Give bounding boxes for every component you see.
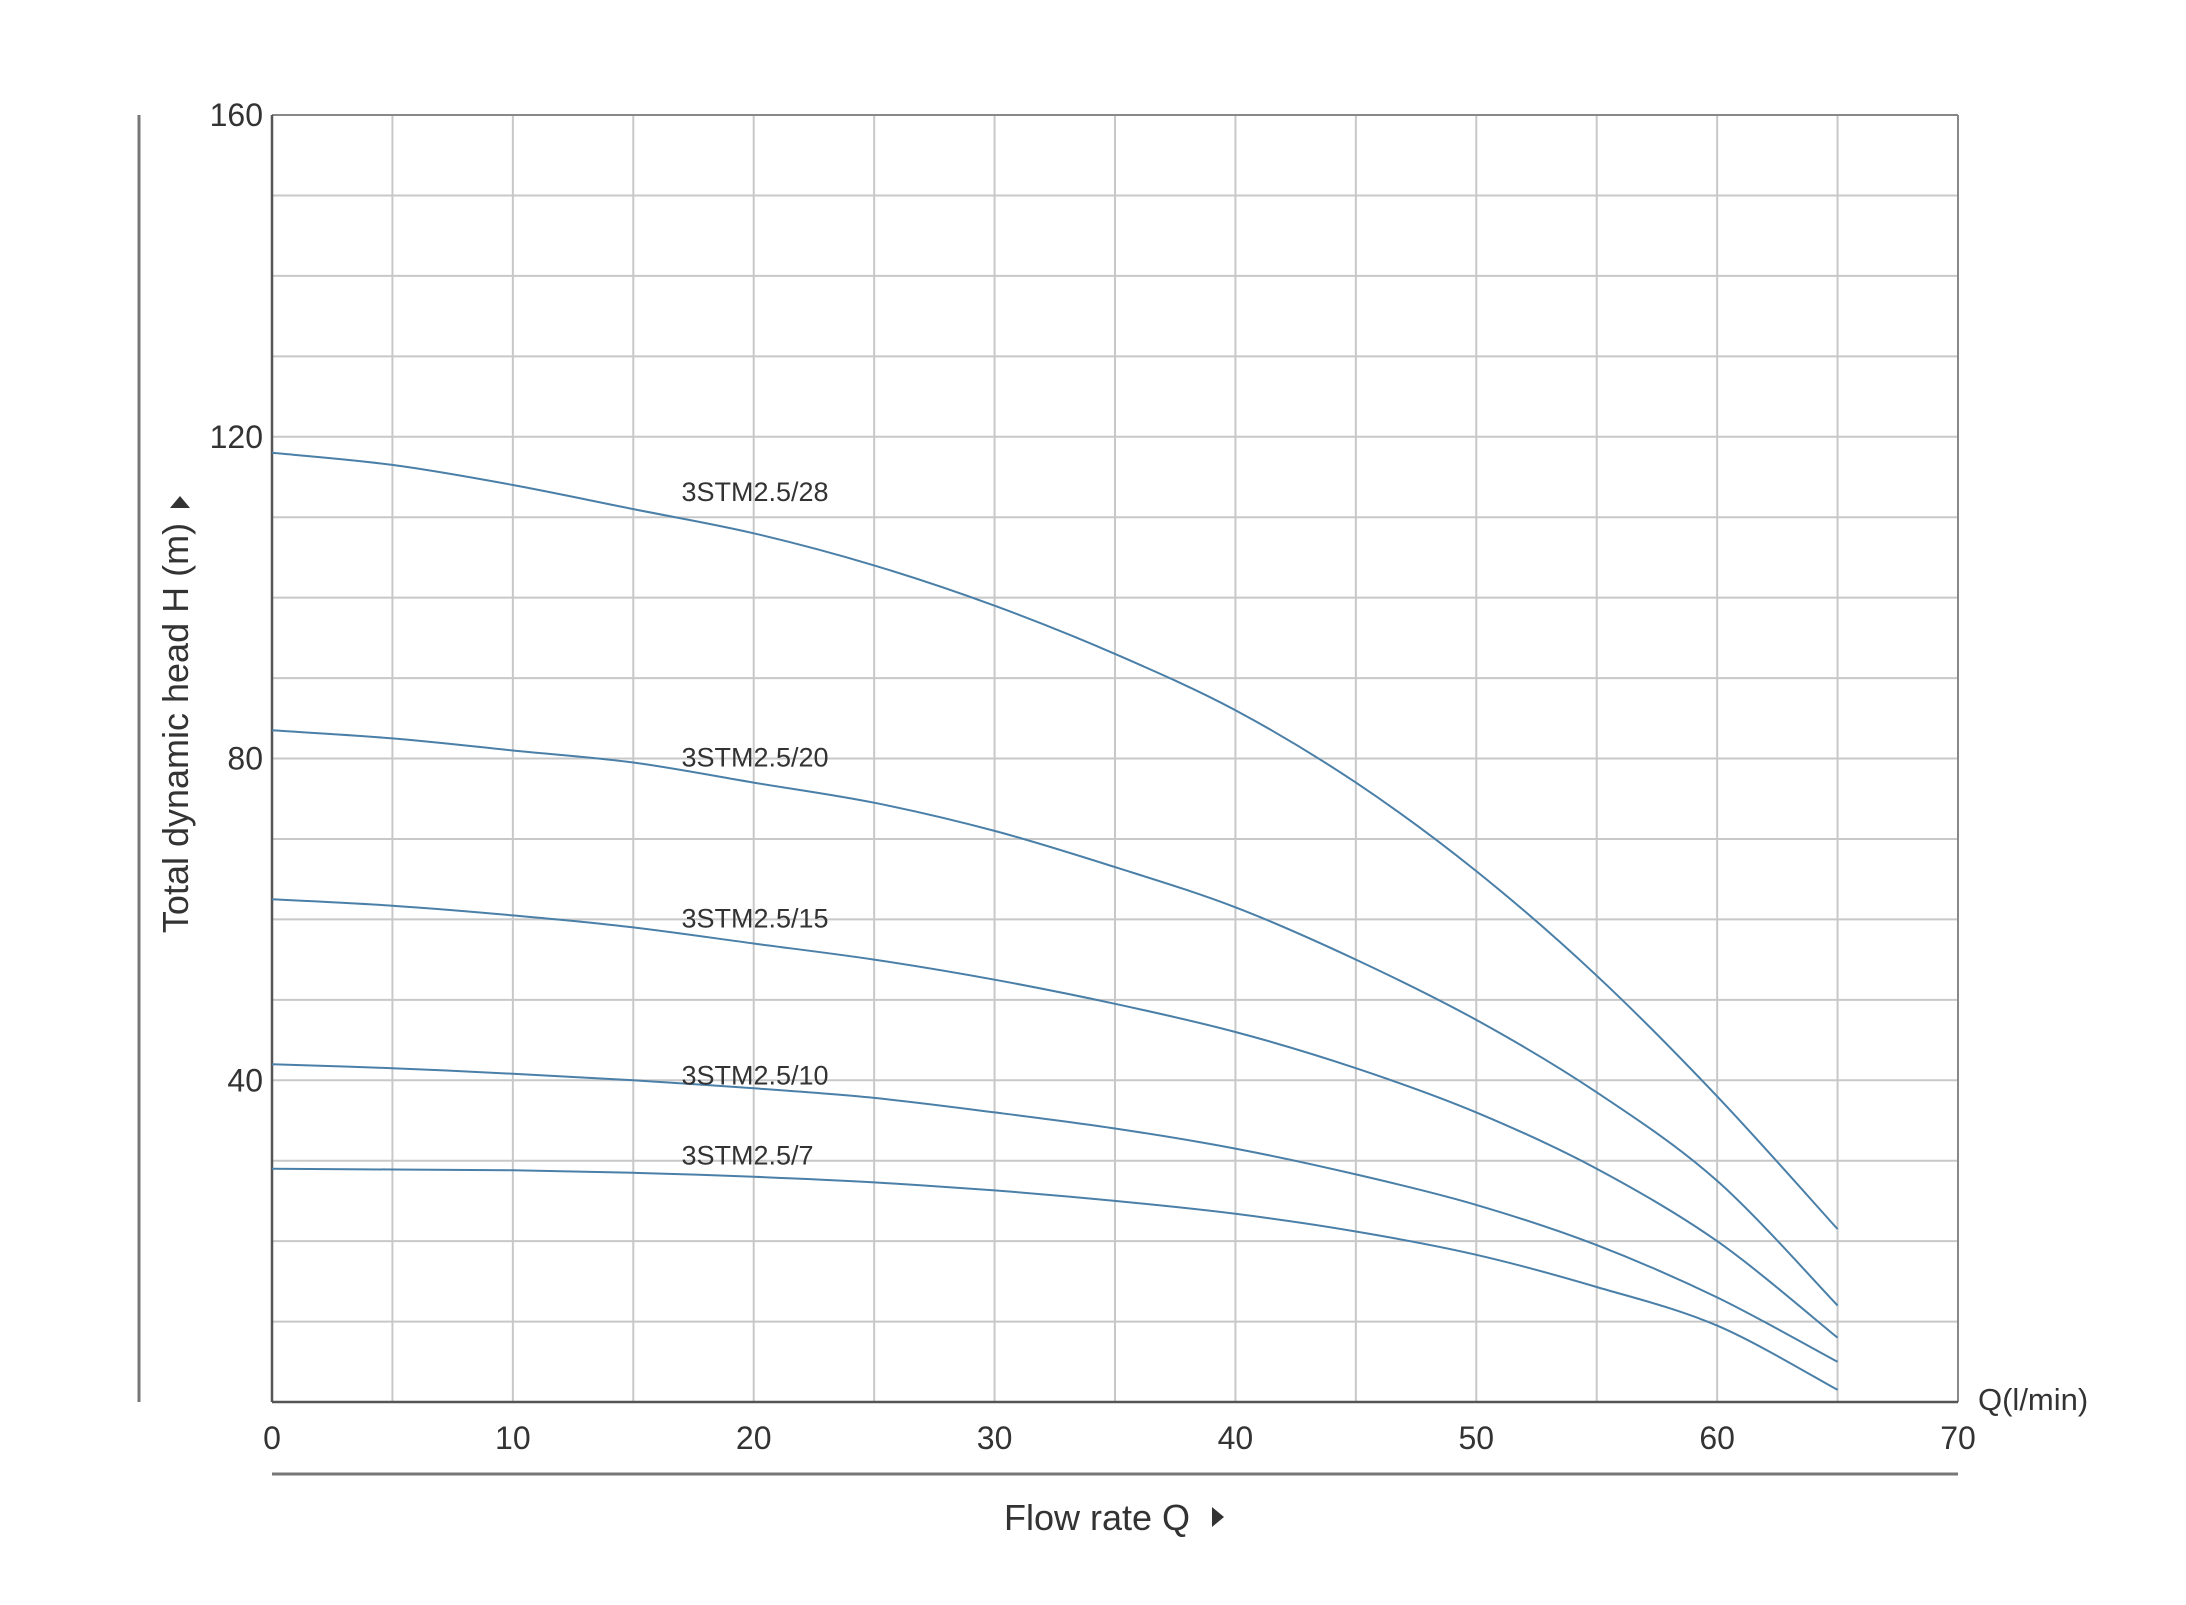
x-tick-label: 0 <box>263 1420 281 1456</box>
series-line <box>271 729 1839 1307</box>
y-tick-label: 80 <box>227 741 263 777</box>
y-axis-arrow-icon <box>170 496 190 508</box>
series-line <box>271 451 1839 1230</box>
x-tick-label: 70 <box>1940 1420 1976 1456</box>
series-label: 3STM2.5/15 <box>681 903 828 933</box>
x-axis-title: Flow rate Q <box>1004 1497 1190 1538</box>
series-line <box>271 898 1839 1339</box>
x-axis-arrow-icon <box>1212 1507 1224 1527</box>
series-label: 3STM2.5/10 <box>681 1060 828 1090</box>
y-tick-label: 160 <box>210 97 263 133</box>
x-tick-label: 20 <box>736 1420 772 1456</box>
tick-labels: 0 10 20 30 40 50 60 70 40 80 120 160 <box>210 97 1976 1456</box>
series-line <box>271 1167 1839 1391</box>
x-tick-label: 10 <box>495 1420 531 1456</box>
x-tick-label: 50 <box>1458 1420 1494 1456</box>
series-line <box>271 1063 1839 1363</box>
x-unit-label: Q(l/min) <box>1978 1382 2088 1417</box>
x-tick-label: 60 <box>1699 1420 1735 1456</box>
x-tick-label: 30 <box>977 1420 1013 1456</box>
y-tick-label: 40 <box>227 1062 263 1098</box>
series-lines <box>271 451 1839 1391</box>
y-tick-label: 120 <box>210 419 263 455</box>
series-label: 3STM2.5/7 <box>681 1141 813 1171</box>
grid <box>270 114 1959 1404</box>
axis-decorations <box>137 115 1958 1476</box>
y-axis-title: Total dynamic head H (m) <box>155 523 196 933</box>
series-label: 3STM2.5/20 <box>681 743 828 773</box>
series-label: 3STM2.5/28 <box>681 477 828 507</box>
x-tick-label: 40 <box>1218 1420 1254 1456</box>
series-labels: 3STM2.5/28 3STM2.5/20 3STM2.5/15 3STM2.5/10… <box>681 477 828 1171</box>
